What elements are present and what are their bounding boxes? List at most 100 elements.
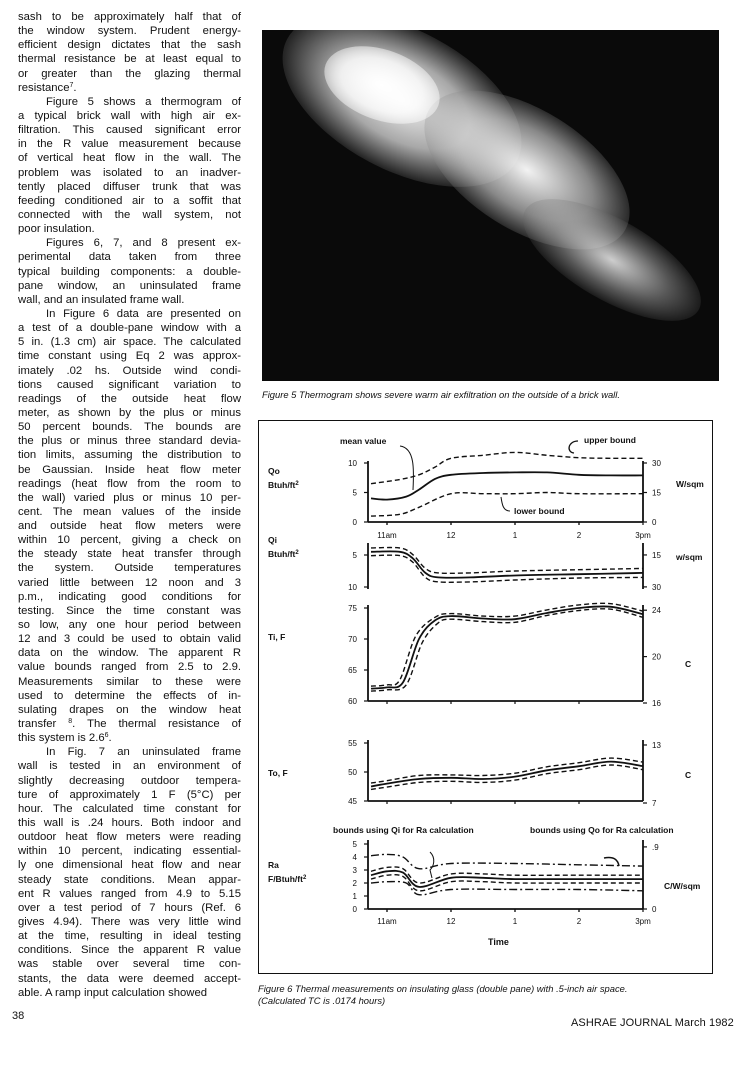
text-line: within 10 percent, giving a check on bbox=[18, 534, 241, 547]
text-line: used to determine the effects of in- bbox=[18, 689, 241, 702]
ra-left-tick-label: 2 bbox=[353, 879, 358, 888]
text-line: able. A ramp input calculation showed bbox=[18, 986, 208, 999]
qi-right-tick-label: 30 bbox=[652, 583, 661, 592]
text-line: Figures 6, 7, and 8 present ex- bbox=[46, 237, 241, 250]
text-line: testing. Since the time constant was bbox=[18, 604, 241, 617]
text-line: ly one dimensional heat flow and near bbox=[18, 859, 241, 872]
arrow-lower-bound bbox=[500, 496, 511, 512]
text-line: slightly decreasing outdoor tempera- bbox=[18, 774, 241, 787]
text-line: outdoor heat flow meters were reading bbox=[18, 831, 241, 844]
qo-x-tick-label: 2 bbox=[577, 531, 582, 540]
text-line: tions caused significant variation to bbox=[18, 378, 241, 391]
qi-left-tick-label: 10 bbox=[348, 583, 357, 592]
ra-x-tick-label: 2 bbox=[577, 917, 582, 926]
text-line: perimental data taken from three bbox=[18, 251, 241, 264]
text-line: efficient design dictates that the sash bbox=[18, 39, 241, 52]
text-line: connected with the wall system, not bbox=[18, 208, 241, 221]
qi-right-axis-label: w/sqm bbox=[675, 552, 703, 562]
text-line: cent. The mean values of the inside bbox=[18, 505, 241, 518]
ra-series-dashed-line bbox=[370, 874, 643, 892]
ti-left-tick-label: 75 bbox=[348, 604, 357, 613]
x-axis-label: Time bbox=[488, 937, 509, 947]
ti-left-tick-label: 60 bbox=[348, 697, 357, 706]
ra-right-tick-label: .9 bbox=[652, 843, 659, 852]
text-line: 12 and 3 could be used to obtain valid bbox=[18, 633, 241, 646]
ra-left-tick-label: 5 bbox=[353, 840, 358, 849]
text-line: readings (heat flow from the room to bbox=[18, 477, 241, 490]
text-line: typical building components: a double- bbox=[18, 265, 241, 278]
ra-x-tick-label: 11am bbox=[377, 917, 397, 926]
to-left-tick-label: 45 bbox=[348, 797, 357, 806]
ti-series-dashed-line bbox=[370, 602, 644, 687]
figure6-caption-line2: (Calculated TC is .0174 hours) bbox=[258, 995, 386, 1006]
text-line: readings of the outside heat flow bbox=[18, 392, 241, 405]
to-left-tick-label: 50 bbox=[348, 768, 357, 777]
annotation-bounds-qo: bounds using Qo for Ra calculation bbox=[530, 825, 674, 835]
text-line: time constant using Eq 2 was approx- bbox=[18, 350, 241, 363]
qo-x-tick-label: 3pm bbox=[635, 531, 651, 540]
annotation-bounds-qi: bounds using Qi for Ra calculation bbox=[333, 825, 474, 835]
to-right-tick-label: 7 bbox=[652, 799, 657, 808]
text-line: feeding conditioned air to a soffit that bbox=[18, 194, 241, 207]
ra-series-dashed-line bbox=[370, 866, 643, 884]
qo-series-solid-line bbox=[370, 471, 644, 501]
arrow-bounds-qo bbox=[603, 856, 620, 867]
text-line: filtration. This caused significant erro… bbox=[18, 124, 241, 137]
text-line: varied little between 12 noon and 3 bbox=[18, 576, 241, 589]
text-line: sash to be approximately half that of bbox=[18, 11, 241, 23]
arrow-mean-value bbox=[399, 445, 414, 491]
to-series-dashed-line bbox=[370, 764, 644, 791]
text-line: a test of a double-pane window with a bbox=[18, 322, 241, 335]
qi-series-solid-line bbox=[370, 550, 644, 579]
text-line: ture of approximately 1 F (5°C) per bbox=[18, 788, 241, 801]
qo-left-tick-label: 10 bbox=[348, 459, 357, 468]
text-line: In Fig. 7 an uninsulated frame bbox=[46, 746, 241, 759]
annotation-upper-bound: upper bound bbox=[584, 435, 636, 445]
qo-right-tick-label: 15 bbox=[652, 489, 661, 498]
ra-x-tick-label: 1 bbox=[513, 917, 518, 926]
ra-left-tick-label: 1 bbox=[353, 892, 358, 901]
to-left-tick-label: 55 bbox=[348, 739, 357, 748]
figure5-caption: Figure 5 Thermogram shows severe warm ai… bbox=[262, 389, 620, 400]
qo-right-axis-label: W/sqm bbox=[676, 479, 704, 489]
text-line: transfer 8. The thermal resistance of bbox=[18, 718, 241, 731]
qo-y-axis-label: Btuh/ft2 bbox=[268, 480, 299, 490]
text-line: steady state conditions. Mean appar- bbox=[18, 873, 241, 886]
ti-left-tick-label: 70 bbox=[348, 635, 357, 644]
body-text-column: sash to be approximately half that of the… bbox=[18, 10, 241, 1000]
text-line: wall is tested in an environment of bbox=[18, 760, 241, 773]
text-line: a typical brick wall with high air ex- bbox=[18, 109, 241, 122]
text-line: wall, and an insulated frame wall. bbox=[18, 293, 185, 306]
text-line: and outside heat flow meters were bbox=[18, 520, 241, 533]
ra-series-dashdot-line bbox=[370, 853, 644, 870]
text-line: 50 percent bounds. The bounds are bbox=[18, 421, 241, 434]
to-y-axis-label: To, F bbox=[268, 768, 288, 778]
figure6-caption-line1: Figure 6 Thermal measurements on insulat… bbox=[258, 983, 628, 994]
text-line: Figure 5 shows a thermogram of bbox=[46, 95, 241, 108]
text-line: the window system. Prudent energy- bbox=[18, 25, 241, 38]
ra-right-axis-label: C/W/sqm bbox=[664, 881, 701, 891]
text-line: 5 in. (1.3 cm) air space. The calculated bbox=[18, 336, 241, 349]
text-line: the plus or minus three standard devia- bbox=[18, 435, 241, 448]
text-line: so low, any one hour period between bbox=[18, 619, 241, 632]
to-right-tick-label: 13 bbox=[652, 741, 661, 750]
ti-y-axis-label: Ti, F bbox=[268, 632, 285, 642]
qo-series-dashed-line bbox=[370, 491, 644, 517]
ra-x-tick-label: 12 bbox=[447, 917, 456, 926]
text-line: the steady state heat transfer through bbox=[18, 548, 241, 561]
text-line: conditions. Since the apparent R value bbox=[18, 944, 241, 957]
text-line: thermal resistance be at least equal to bbox=[18, 53, 241, 66]
text-line: over a test period of 7 hours (Ref. 6 bbox=[18, 901, 241, 914]
qo-right-tick-label: 30 bbox=[652, 459, 661, 468]
ra-x-tick-label: 3pm bbox=[635, 917, 651, 926]
text-line: hour. The calculated time constant for bbox=[18, 802, 241, 815]
qi-series-dashed-line bbox=[370, 554, 644, 583]
ti-right-tick-label: 16 bbox=[652, 699, 661, 708]
to-series-dashed-line bbox=[370, 757, 644, 784]
ra-left-tick-label: 3 bbox=[353, 866, 358, 875]
ti-series-dashed-line bbox=[370, 608, 644, 692]
text-line: gives 4.94). There was very little wind bbox=[18, 916, 241, 928]
text-line: tion limits, assuming the distribution t… bbox=[18, 449, 241, 462]
text-line: this system is 2.66. bbox=[18, 732, 112, 745]
